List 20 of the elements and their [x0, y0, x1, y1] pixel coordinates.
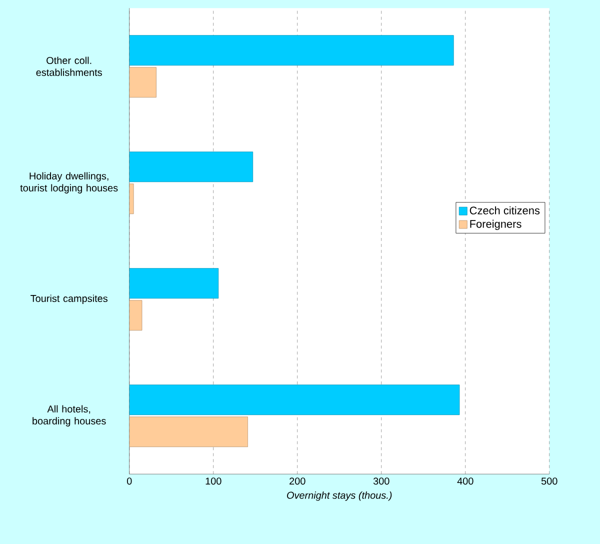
x-tick-label: 400 [457, 478, 474, 485]
y-tick-label: All hotels, boarding houses [32, 405, 106, 426]
x-tick-label: 500 [541, 478, 558, 485]
bar [129, 300, 142, 330]
x-tick-label: 200 [290, 478, 306, 485]
x-tick-label: 0 [126, 478, 132, 485]
x-axis-title: Overnight stays (thous.) [287, 492, 392, 501]
legend-label: Foreigners [470, 220, 522, 230]
bar [129, 268, 219, 299]
x-tick-label: 300 [373, 478, 390, 485]
bar [129, 384, 460, 416]
bar [129, 35, 454, 66]
y-tick-label: Holiday dwellings, tourist lodging houses [20, 172, 118, 194]
legend-label: Czech citizens [470, 206, 540, 214]
x-tick-label: 100 [206, 478, 222, 485]
bar [129, 67, 156, 98]
bar [129, 152, 254, 182]
y-tick-label: Tourist campsites [30, 294, 108, 304]
bar [129, 416, 248, 448]
y-tick-label: Other coll. establishments [36, 56, 102, 76]
